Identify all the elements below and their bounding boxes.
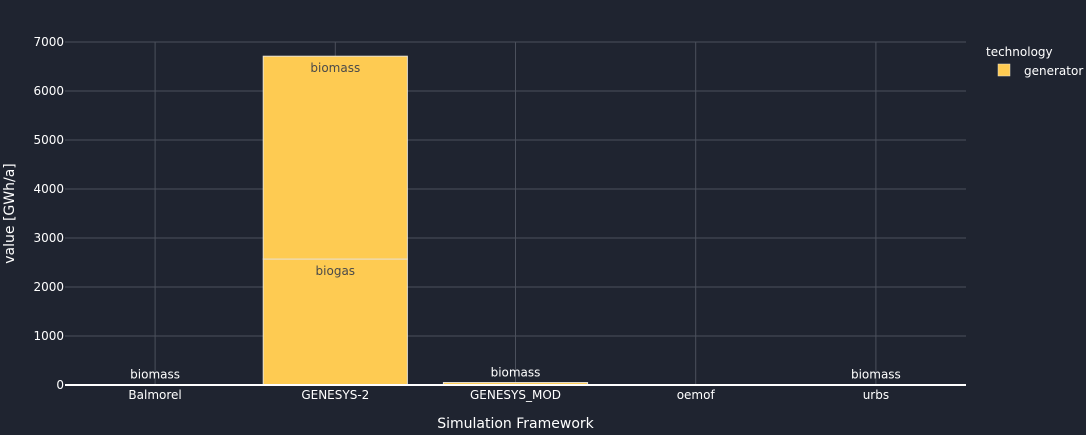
legend-label: generator bbox=[1024, 64, 1083, 78]
legend-items[interactable]: generator bbox=[997, 63, 1083, 78]
axes: 0 1000 2000 3000 4000 5000 6000 7000 Balmorel GEN… bbox=[33, 35, 966, 402]
y-axis-title: value [GWh/a] bbox=[2, 163, 18, 263]
y-tick-label: 0 bbox=[56, 378, 64, 392]
y-tick-label: 2000 bbox=[33, 280, 64, 294]
bar-label: biomass bbox=[130, 368, 180, 382]
y-tick-label: 1000 bbox=[33, 329, 64, 343]
bar-label: biogas bbox=[316, 264, 356, 278]
x-tick-label: urbs bbox=[863, 388, 889, 402]
bar-label: biomass bbox=[491, 366, 541, 380]
y-tick-label: 4000 bbox=[33, 182, 64, 196]
grid bbox=[65, 41, 966, 385]
legend-swatch bbox=[997, 63, 1011, 77]
y-tick-label: 7000 bbox=[33, 35, 64, 49]
x-tick-label: Balmorel bbox=[128, 388, 181, 402]
bar-labels: biomass biogas biomass biomass biomass bbox=[130, 61, 901, 381]
x-tick-label: GENESYS_MOD bbox=[470, 388, 561, 402]
y-tick-label: 6000 bbox=[33, 84, 64, 98]
x-axis-title: Simulation Framework bbox=[437, 416, 594, 432]
legend[interactable]: technology generator bbox=[986, 45, 1083, 78]
bar-label: biomass bbox=[310, 61, 360, 75]
y-tick-label: 3000 bbox=[33, 231, 64, 245]
y-tick-label: 5000 bbox=[33, 133, 64, 147]
bar-label: biomass bbox=[851, 368, 901, 382]
x-tick-label: GENESYS-2 bbox=[301, 388, 369, 402]
legend-title: technology bbox=[986, 45, 1053, 59]
x-tick-label: oemof bbox=[677, 388, 716, 402]
bar-segment[interactable] bbox=[262, 55, 408, 260]
